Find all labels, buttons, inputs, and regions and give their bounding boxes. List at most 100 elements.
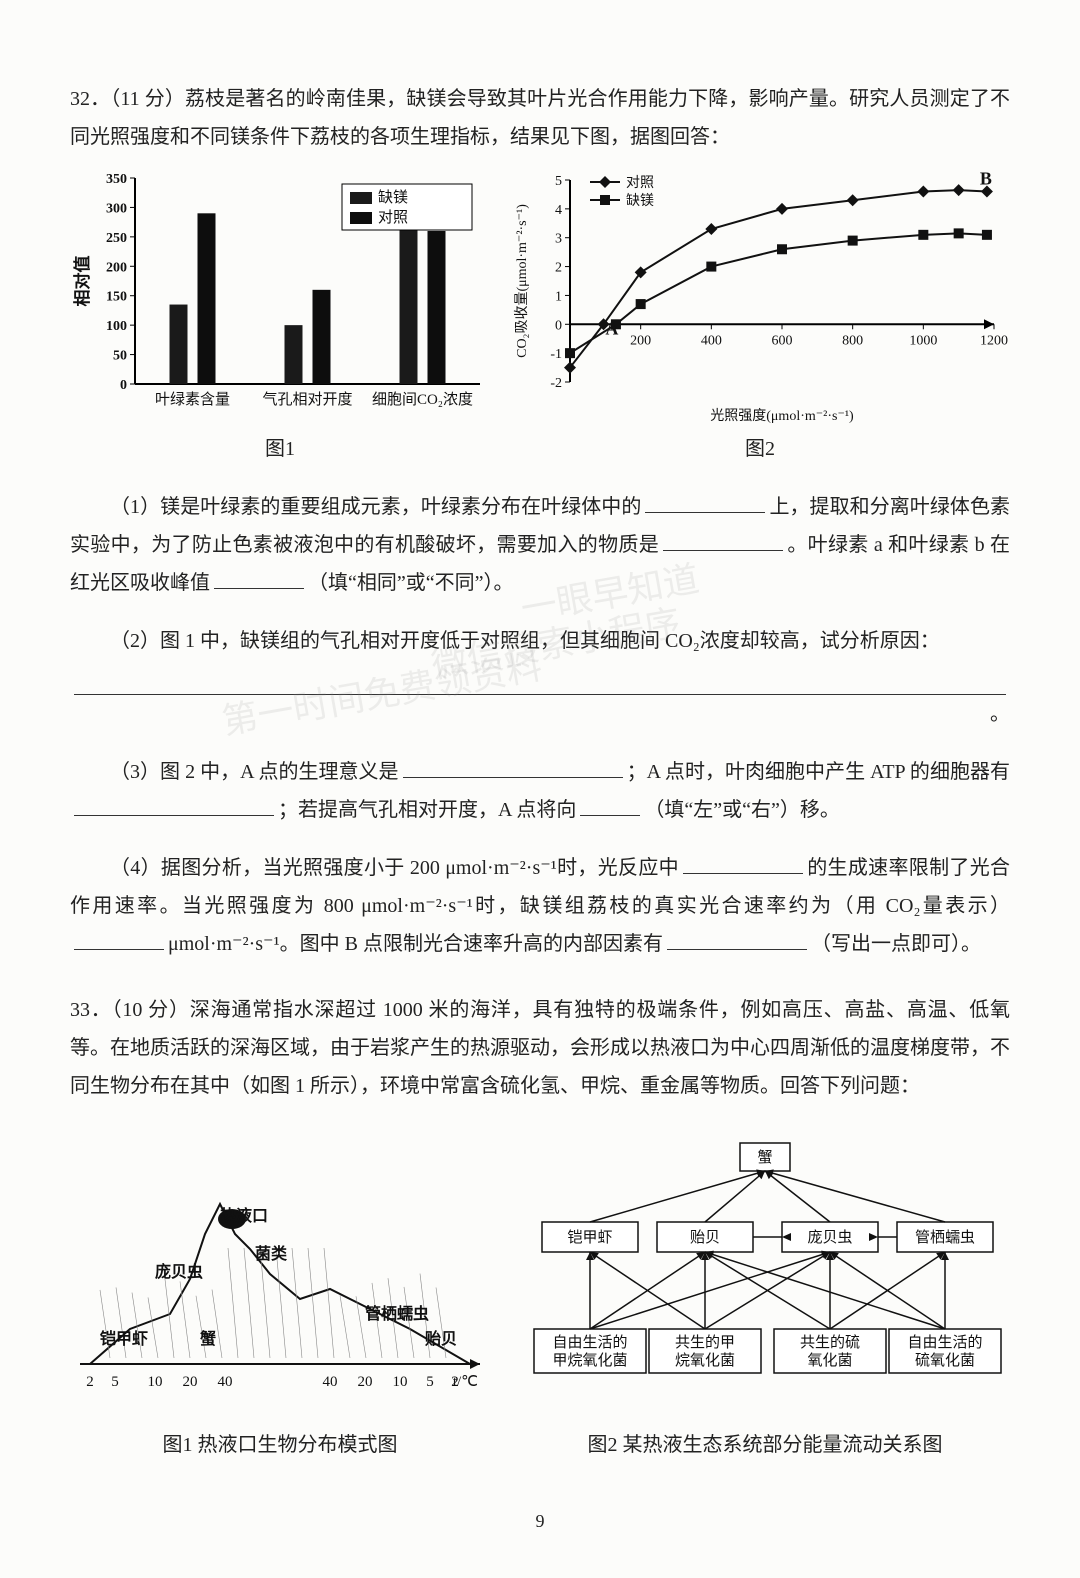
svg-text:热液口: 热液口	[220, 1206, 268, 1225]
q32-p3-d: （填“左”或“右”）移。	[644, 799, 840, 821]
q32-p3-c: ；若提高气孔相对开度，A 点将向	[278, 799, 576, 821]
svg-text:150: 150	[106, 290, 127, 305]
q33-number: 33．（10 分）	[70, 999, 190, 1021]
svg-text:2: 2	[86, 1374, 94, 1390]
question-33: 33．（10 分）深海通常指水深超过 1000 米的海洋，具有独特的极端条件，例…	[70, 991, 1010, 1464]
q33-intro-text: 深海通常指水深超过 1000 米的海洋，具有独特的极端条件，例如高压、高盐、高温…	[70, 999, 1010, 1097]
svg-text:800: 800	[842, 333, 863, 348]
svg-text:自由生活的: 自由生活的	[907, 1334, 982, 1351]
svg-text:对照: 对照	[626, 175, 654, 191]
svg-text:管栖蠕虫: 管栖蠕虫	[915, 1229, 975, 1246]
svg-text:自由生活的: 自由生活的	[552, 1334, 627, 1351]
q32-p3: （3）图 2 中，A 点的生理意义是 ；A 点时，叶肉细胞中产生 ATP 的细胞器…	[70, 753, 1010, 829]
svg-text:蟹: 蟹	[757, 1149, 772, 1166]
svg-text:4: 4	[555, 203, 562, 218]
question-32: 32．（11 分）荔枝是著名的岭南佳果，缺镁会导致其叶片光合作用能力下降，影响产…	[70, 80, 1010, 963]
svg-text:缺镁: 缺镁	[626, 193, 654, 209]
q32-p4-d: （写出一点即可）。	[811, 933, 981, 955]
q32-p1: （1）镁是叶绿素的重要组成元素，叶绿素分布在叶绿体中的上，提取和分离叶绿体色素实…	[70, 488, 1010, 602]
svg-text:气孔相对开度: 气孔相对开度	[262, 391, 352, 408]
blank	[214, 566, 304, 589]
svg-text:对照: 对照	[378, 209, 408, 226]
svg-text:共生的甲: 共生的甲	[675, 1334, 735, 1351]
blank-long	[74, 666, 1006, 695]
q33-fig1-caption: 图1 热液口生物分布模式图	[70, 1426, 490, 1464]
q32-intro: 32．（11 分）荔枝是著名的岭南佳果，缺镁会导致其叶片光合作用能力下降，影响产…	[70, 80, 1010, 156]
blank	[580, 793, 640, 816]
svg-text:贻贝: 贻贝	[425, 1329, 457, 1348]
svg-text:相对值: 相对值	[72, 256, 92, 307]
svg-text:5: 5	[555, 174, 562, 189]
page-number: 9	[70, 1504, 1010, 1538]
svg-text:3: 3	[555, 232, 562, 247]
svg-text:-2: -2	[550, 376, 562, 391]
svg-text:10: 10	[393, 1374, 408, 1390]
q32-p4-a: （4）据图分析，当光照强度小于 200 μmol·m⁻²·s⁻¹时，光反应中	[110, 857, 679, 879]
svg-text:100: 100	[106, 319, 127, 334]
q32-p1-d: （填“相同”或“不同”）。	[308, 572, 514, 594]
svg-text:200: 200	[630, 333, 651, 348]
q32-fig2-caption: 图2	[510, 430, 1010, 468]
q33-fig1: 热液口菌类庞贝虫管栖蠕虫贻贝铠甲虾蟹2510204040201052t/℃ 图1…	[70, 1179, 490, 1464]
svg-text:1200: 1200	[980, 333, 1008, 348]
svg-text:甲烷氧化菌: 甲烷氧化菌	[552, 1352, 627, 1369]
blank	[667, 927, 807, 950]
svg-text:1000: 1000	[909, 333, 937, 348]
svg-text:烷氧化菌: 烷氧化菌	[675, 1352, 735, 1369]
q33-fig2: 蟹铠甲虾贻贝庞贝虫管栖蠕虫自由生活的甲烷氧化菌共生的甲烷氧化菌共生的硫氧化菌自由…	[520, 1129, 1010, 1464]
svg-text:铠甲虾: 铠甲虾	[567, 1229, 612, 1246]
svg-text:350: 350	[106, 172, 127, 187]
svg-text:400: 400	[701, 333, 722, 348]
svg-text:B: B	[980, 168, 992, 188]
blank	[663, 528, 783, 551]
svg-text:200: 200	[106, 260, 127, 275]
svg-text:庞贝虫: 庞贝虫	[807, 1229, 852, 1246]
svg-text:40: 40	[323, 1374, 338, 1390]
svg-text:氧化菌: 氧化菌	[807, 1352, 852, 1369]
q32-intro-text: 荔枝是著名的岭南佳果，缺镁会导致其叶片光合作用能力下降，影响产量。研究人员测定了…	[70, 88, 1010, 148]
svg-text:40: 40	[218, 1374, 233, 1390]
q32-fig1-caption: 图1	[70, 430, 490, 468]
svg-text:庞贝虫: 庞贝虫	[155, 1262, 203, 1281]
blank	[403, 755, 623, 778]
svg-text:10: 10	[148, 1374, 163, 1390]
svg-text:菌类: 菌类	[255, 1244, 288, 1263]
blank	[645, 490, 765, 513]
svg-text:250: 250	[106, 231, 127, 246]
svg-text:叶绿素含量: 叶绿素含量	[155, 391, 230, 408]
svg-text:A: A	[605, 318, 618, 338]
svg-text:CO₂吸收量(μmol·m⁻²·s⁻¹): CO₂吸收量(μmol·m⁻²·s⁻¹)	[514, 204, 530, 358]
svg-text:20: 20	[183, 1374, 198, 1390]
svg-text:0: 0	[120, 378, 127, 393]
q32-p2-a: （2）图 1 中，缺镁组的气孔相对开度低于对照组，但其细胞间 CO₂浓度却较高，…	[110, 630, 940, 652]
svg-text:20: 20	[358, 1374, 373, 1390]
q32-fig1: 0 50 100 150 200 250 300 350 相对值叶绿素含量 气孔相对开度 细胞间CO…	[70, 166, 490, 468]
q33-fig2-caption: 图2 某热液生态系统部分能量流动关系图	[520, 1426, 1010, 1464]
q32-p4-c: μmol·m⁻²·s⁻¹。图中 B 点限制光合速率升高的内部因素有	[168, 933, 663, 955]
q32-p2: （2）图 1 中，缺镁组的气孔相对开度低于对照组，但其细胞间 CO₂浓度却较高，…	[70, 622, 1010, 733]
svg-text:共生的硫: 共生的硫	[800, 1334, 860, 1351]
svg-text:t/℃: t/℃	[453, 1374, 478, 1390]
blank	[74, 927, 164, 950]
svg-text:5: 5	[426, 1374, 434, 1390]
svg-text:细胞间CO₂浓度: 细胞间CO₂浓度	[372, 391, 473, 408]
svg-text:5: 5	[111, 1374, 119, 1390]
q32-p1-a: （1）镁是叶绿素的重要组成元素，叶绿素分布在叶绿体中的	[110, 496, 641, 518]
svg-text:600: 600	[772, 333, 793, 348]
blank	[683, 851, 803, 874]
svg-text:-1: -1	[550, 347, 562, 362]
q32-p3-b: ；A 点时，叶肉细胞中产生 ATP 的细胞器有	[627, 761, 1010, 783]
svg-text:硫氧化菌: 硫氧化菌	[915, 1352, 975, 1369]
q33-intro: 33．（10 分）深海通常指水深超过 1000 米的海洋，具有独特的极端条件，例…	[70, 991, 1010, 1105]
svg-text:2: 2	[555, 261, 562, 276]
svg-text:50: 50	[113, 349, 127, 364]
svg-text:贻贝: 贻贝	[690, 1229, 720, 1246]
svg-text:300: 300	[106, 201, 127, 216]
svg-text:管栖蠕虫: 管栖蠕虫	[365, 1304, 429, 1323]
q32-fig2: -2-101234520040060080010001200CO₂吸收量(μmo…	[510, 166, 1010, 468]
q32-p3-a: （3）图 2 中，A 点的生理意义是	[110, 761, 399, 783]
svg-text:1: 1	[555, 289, 562, 304]
svg-text:光照强度(μmol·m⁻²·s⁻¹): 光照强度(μmol·m⁻²·s⁻¹)	[710, 408, 854, 424]
svg-text:缺镁: 缺镁	[378, 189, 408, 206]
q32-number: 32．（11 分）	[70, 88, 185, 110]
